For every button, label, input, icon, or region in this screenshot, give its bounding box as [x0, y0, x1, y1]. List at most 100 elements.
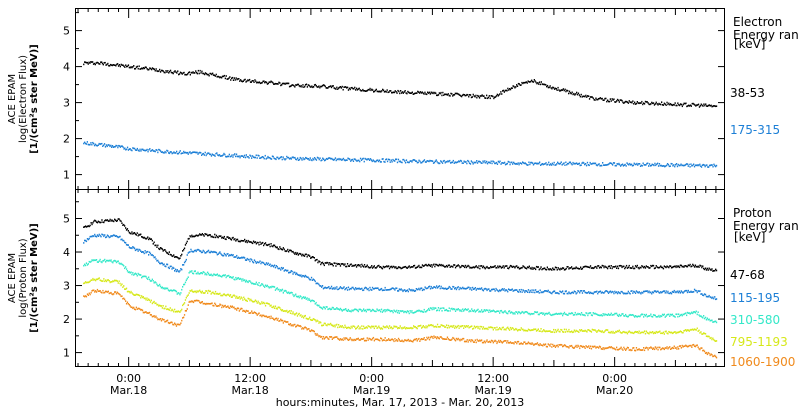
data-point	[526, 268, 527, 270]
data-point	[595, 163, 596, 165]
data-point	[512, 163, 513, 165]
data-point	[611, 313, 612, 315]
data-point	[361, 288, 362, 290]
data-point	[173, 311, 174, 313]
data-point	[220, 304, 221, 306]
data-point	[342, 86, 343, 88]
data-point	[601, 267, 602, 269]
data-point	[588, 95, 589, 97]
data-point	[148, 277, 149, 279]
data-point	[131, 248, 132, 250]
data-point	[467, 94, 468, 96]
data-point	[575, 291, 576, 293]
data-point	[296, 312, 297, 314]
data-point	[289, 310, 290, 312]
data-point	[555, 329, 556, 331]
data-point	[247, 300, 248, 302]
data-point	[506, 90, 507, 92]
data-point	[333, 85, 334, 87]
data-point	[256, 301, 257, 303]
data-point	[665, 292, 666, 294]
data-point	[501, 93, 502, 95]
data-point	[120, 221, 121, 223]
data-point	[500, 91, 501, 93]
data-point	[300, 274, 301, 276]
data-point	[636, 163, 637, 165]
data-point	[454, 264, 455, 266]
data-point	[366, 287, 367, 289]
data-point	[511, 329, 512, 331]
data-point	[204, 235, 205, 237]
data-point	[477, 309, 478, 311]
data-point	[642, 165, 643, 167]
data-point	[319, 157, 320, 159]
data-point	[453, 160, 454, 162]
data-point	[572, 92, 573, 94]
data-point	[336, 286, 337, 288]
data-point	[370, 266, 371, 268]
data-point	[475, 162, 476, 164]
data-point	[472, 162, 473, 164]
data-point	[463, 327, 464, 329]
data-point	[180, 150, 181, 152]
data-point	[306, 254, 307, 256]
data-point	[472, 96, 473, 98]
data-point	[666, 331, 667, 333]
data-point	[94, 234, 95, 236]
data-point	[705, 294, 706, 296]
data-point	[380, 311, 381, 313]
data-point	[473, 163, 474, 165]
data-point	[343, 286, 344, 288]
data-point	[233, 254, 234, 256]
data-point	[440, 326, 441, 328]
data-point	[631, 102, 632, 104]
data-point	[139, 295, 140, 297]
data-point	[433, 264, 434, 266]
data-point	[686, 315, 687, 317]
data-point	[416, 160, 417, 162]
data-point	[234, 295, 235, 297]
data-point	[347, 263, 348, 265]
data-point	[199, 73, 200, 75]
data-point	[302, 84, 303, 86]
data-point	[311, 160, 312, 162]
data-point	[437, 324, 438, 326]
data-point	[582, 268, 583, 270]
data-point	[435, 307, 436, 309]
data-point	[655, 267, 656, 269]
data-point	[204, 292, 205, 294]
data-point	[699, 164, 700, 166]
data-point	[709, 319, 710, 321]
data-point	[204, 74, 205, 76]
data-point	[409, 265, 410, 267]
data-point	[216, 235, 217, 237]
data-point	[410, 312, 411, 314]
data-point	[103, 222, 104, 224]
data-point	[507, 327, 508, 329]
data-point	[241, 308, 242, 310]
data-point	[155, 282, 156, 284]
data-point	[92, 61, 93, 63]
data-point	[709, 336, 710, 338]
data-point	[612, 268, 613, 270]
data-point	[622, 164, 623, 166]
data-point	[518, 291, 519, 293]
data-point	[616, 267, 617, 269]
data-point	[582, 292, 583, 294]
series-layer	[83, 61, 717, 358]
data-point	[483, 95, 484, 97]
data-point	[91, 292, 92, 294]
data-point	[516, 265, 517, 267]
data-point	[697, 328, 698, 330]
data-point	[369, 309, 370, 311]
data-point	[448, 325, 449, 327]
data-point	[202, 301, 203, 303]
data-point	[149, 279, 150, 281]
data-point	[432, 307, 433, 309]
data-point	[285, 158, 286, 160]
data-point	[206, 274, 207, 276]
data-point	[255, 157, 256, 159]
data-point	[302, 315, 303, 317]
data-point	[550, 85, 551, 87]
data-point	[221, 307, 222, 309]
